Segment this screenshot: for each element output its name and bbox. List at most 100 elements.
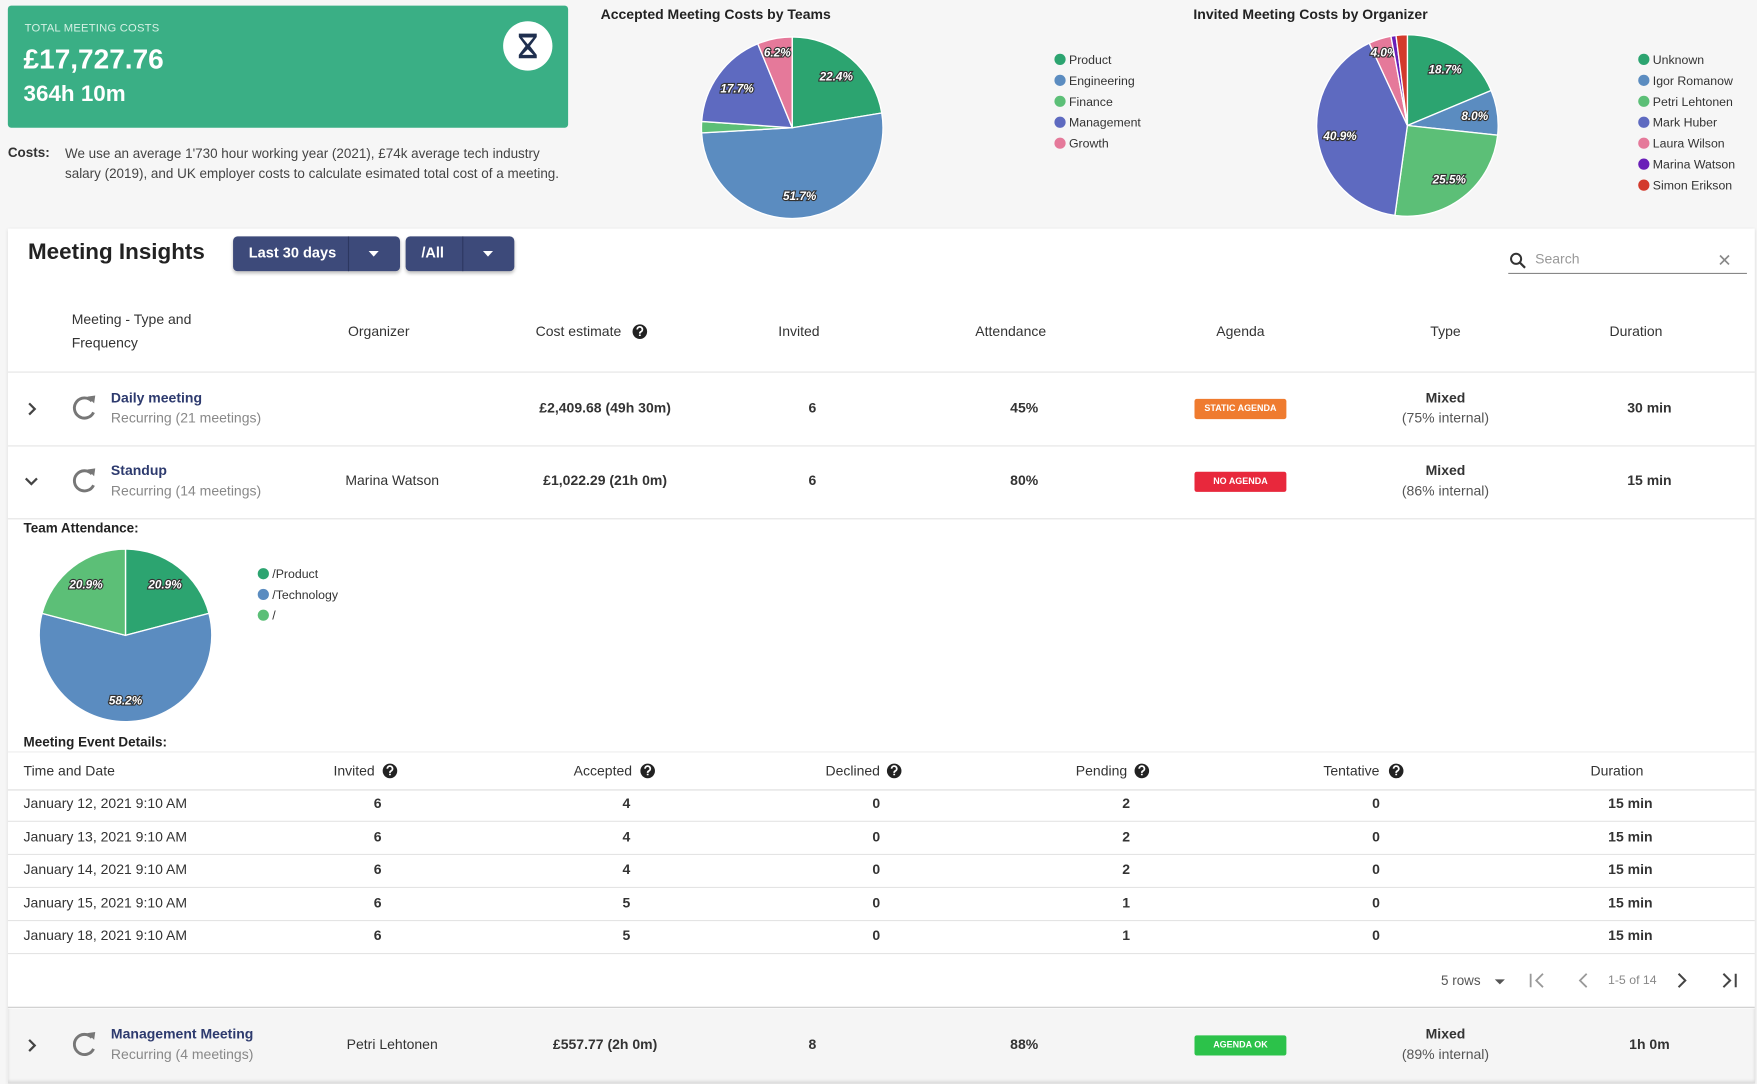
event-cell: 15 min: [1608, 861, 1653, 878]
details-header: Pending: [1075, 763, 1128, 779]
organizer: Petri Lehtonen: [346, 1036, 438, 1053]
invited: 6: [808, 400, 817, 416]
total-label: TOTAL MEETING COSTS: [24, 22, 160, 35]
chart-title: Invited Meeting Costs by Organizer: [1193, 6, 1428, 23]
meeting-name[interactable]: Standup: [110, 462, 167, 479]
slice-label: 25.5%: [1432, 174, 1467, 187]
pie-slice: [1368, 35, 1409, 126]
meeting-name[interactable]: Daily meeting: [110, 389, 203, 406]
details-header: Time and Date: [23, 763, 115, 779]
column-header: Attendance: [975, 323, 1047, 340]
legend-label: Mark Huber: [1653, 116, 1717, 130]
legend-swatch: [1638, 179, 1650, 191]
rows-per-page[interactable]: 5 rows: [1441, 972, 1481, 989]
legend-swatch: [1054, 95, 1066, 107]
event-time: January 12, 2021 9:10 AM: [23, 795, 188, 812]
agenda-badge: STATIC AGENDA: [1194, 398, 1287, 420]
details-header: Duration: [1590, 763, 1644, 779]
legend-label: Unknown: [1653, 53, 1704, 67]
costs-text: We use an average 1'730 hour working yea…: [64, 145, 560, 182]
legend-swatch: [1054, 116, 1066, 128]
legend-swatch: [1638, 137, 1650, 149]
meeting-type: Mixed: [1425, 389, 1466, 406]
event-cell: 0: [1372, 927, 1380, 944]
slice-label: 17.7%: [720, 82, 754, 95]
column-header: Agenda: [1216, 323, 1265, 340]
legend-label: Simon Erikson: [1653, 179, 1733, 193]
column-header: Invited: [778, 323, 820, 340]
meeting-name[interactable]: Management Meeting: [110, 1026, 254, 1043]
event-cell: 15 min: [1608, 927, 1653, 944]
filter-button[interactable]: [405, 236, 515, 272]
internal-share: (75% internal): [1401, 410, 1490, 426]
event-cell: 0: [1372, 894, 1380, 911]
event-cell: 2: [1122, 861, 1131, 878]
cost: £2,409.68 (49h 30m): [539, 400, 671, 416]
pie-slice: [1315, 42, 1409, 217]
event-cell: 2: [1122, 828, 1131, 845]
event-cell: 1: [1122, 894, 1131, 911]
legend-label: Petri Lehtonen: [1653, 95, 1733, 109]
legend-label: Growth: [1069, 137, 1109, 151]
legend-swatch: [1638, 116, 1650, 128]
event-cell: 0: [872, 894, 881, 911]
legend-label: Marina Watson: [1653, 158, 1735, 172]
event-cell: 0: [872, 927, 881, 944]
agenda-badge: NO AGENDA: [1194, 471, 1287, 492]
event-cell: 6: [373, 894, 382, 911]
duration: 15 min: [1627, 472, 1672, 489]
legend-swatch: [1054, 53, 1066, 65]
filter-label: Last 30 days: [248, 244, 337, 262]
internal-share: (86% internal): [1401, 482, 1490, 499]
organizer: Marina Watson: [345, 472, 440, 489]
event-cell: 0: [1372, 861, 1380, 878]
filter-label: /All: [421, 244, 444, 262]
pie-slice: [756, 36, 793, 128]
event-cell: 4: [622, 828, 631, 845]
details-header: Tentative: [1323, 763, 1380, 779]
attendance: 88%: [1010, 1036, 1039, 1053]
slice-label: 22.4%: [819, 70, 854, 83]
meeting-type: Mixed: [1425, 1026, 1466, 1043]
event-time: January 13, 2021 9:10 AM: [23, 828, 188, 845]
meeting-recurrence: Recurring (4 meetings): [110, 1046, 254, 1063]
event-cell: 0: [1372, 828, 1380, 845]
event-cell: 6: [373, 828, 382, 845]
chart-title: Accepted Meeting Costs by Teams: [600, 6, 831, 23]
legend-label: Engineering: [1069, 74, 1135, 88]
details-header: Accepted: [573, 763, 633, 779]
event-cell: 4: [622, 861, 631, 878]
pie-slice: [1394, 124, 1499, 217]
agenda-badge: AGENDA OK: [1194, 1035, 1287, 1056]
legend-swatch: [1638, 53, 1650, 65]
event-cell: 4: [622, 795, 631, 812]
column-header: Meeting - Type and Frequency: [71, 311, 192, 351]
legend-swatch: [1638, 74, 1650, 86]
pie-slice: [791, 36, 883, 129]
event-cell: 15 min: [1608, 828, 1653, 845]
attendance: 80%: [1010, 472, 1039, 489]
page-range: 1-5 of 14: [1607, 973, 1657, 988]
legend-label: Product: [1069, 53, 1112, 67]
slice-label: 6.2%: [764, 47, 791, 60]
total-card: [7, 5, 569, 128]
search-placeholder[interactable]: Search: [1535, 251, 1580, 267]
legend-swatch: [1054, 74, 1066, 86]
event-cell: 0: [872, 861, 881, 878]
slice-label: 4.0%: [1370, 46, 1398, 59]
cost: £557.77 (2h 0m): [552, 1036, 658, 1053]
meeting-recurrence: Recurring (21 meetings): [110, 410, 262, 426]
legend-swatch: [1054, 137, 1066, 149]
event-cell: 5: [622, 894, 631, 911]
details-header: Declined: [825, 763, 880, 779]
event-cell: 6: [373, 795, 382, 812]
legend-swatch: [1638, 95, 1650, 107]
event-time: January 14, 2021 9:10 AM: [23, 861, 188, 878]
column-header: Type: [1430, 323, 1461, 340]
meeting-type: Mixed: [1425, 462, 1466, 479]
legend-label: Igor Romanow: [1653, 74, 1733, 88]
event-cell: 0: [872, 828, 881, 845]
slice-label: 40.9%: [1322, 130, 1357, 143]
legend-label: Finance: [1069, 95, 1113, 109]
